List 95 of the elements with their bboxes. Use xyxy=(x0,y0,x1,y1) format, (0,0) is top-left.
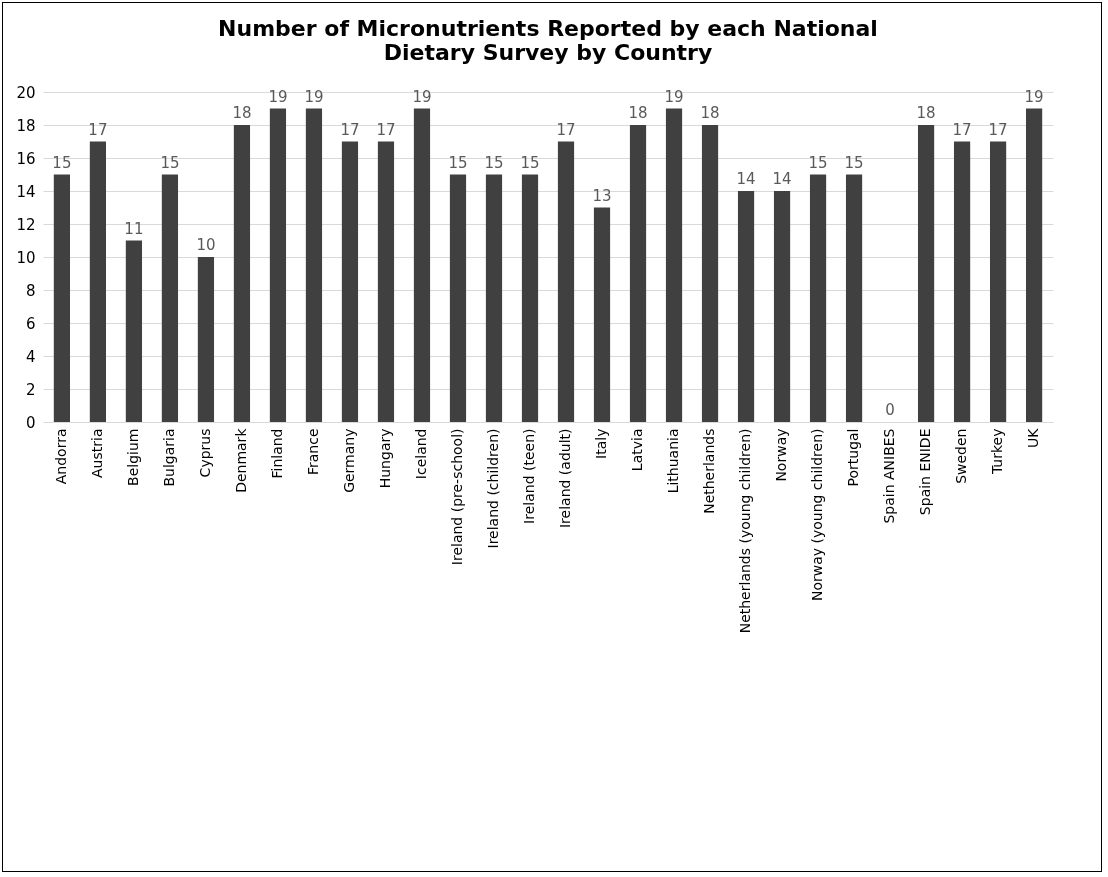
bar xyxy=(737,191,755,422)
x-tick-label: Austria xyxy=(88,428,105,478)
bar xyxy=(953,141,971,422)
x-tick-label: Spain ANIBES xyxy=(881,428,898,524)
data-label: 17 xyxy=(988,120,1008,139)
data-label: 17 xyxy=(340,120,360,139)
x-tick-label: Ireland (children) xyxy=(484,428,501,549)
x-tick-label: Spain ENIDE xyxy=(917,428,934,516)
data-label: 0 xyxy=(885,401,895,419)
y-tick-label: 12 xyxy=(16,215,36,234)
x-tick-label: France xyxy=(304,428,321,476)
data-label: 19 xyxy=(412,87,432,106)
data-label: 15 xyxy=(844,153,864,172)
x-tick-label: Finland xyxy=(268,428,285,479)
data-label: 14 xyxy=(772,170,792,188)
data-label: 17 xyxy=(556,120,576,139)
bar xyxy=(413,108,431,422)
x-tick-label: Portugal xyxy=(845,428,862,487)
bar xyxy=(449,174,467,422)
bar xyxy=(773,191,791,422)
data-label: 17 xyxy=(952,120,972,139)
y-tick-label: 20 xyxy=(16,83,36,102)
y-tick-label: 10 xyxy=(16,248,36,267)
data-label: 10 xyxy=(196,236,216,254)
y-tick-label: 2 xyxy=(25,380,36,399)
x-tick-label: Iceland xyxy=(412,428,429,480)
y-tick-label: 14 xyxy=(16,182,36,201)
bar xyxy=(305,108,323,422)
data-label: 14 xyxy=(736,170,756,188)
chart-title: Number of Micronutrients Reported by each National Dietary Survey by Country xyxy=(218,16,878,65)
data-label: 11 xyxy=(124,219,144,238)
x-tick-label: Andorra xyxy=(52,428,69,485)
x-tick-label: Cyprus xyxy=(196,428,213,478)
x-tick-label: Latvia xyxy=(629,428,646,472)
bar xyxy=(485,174,503,422)
y-tick-label: 18 xyxy=(16,116,36,135)
x-tick-label: Netherlands (young children) xyxy=(737,428,754,634)
y-tick-label: 6 xyxy=(25,314,36,333)
data-label: 18 xyxy=(700,104,720,122)
bar xyxy=(89,141,107,422)
x-tick-label: Netherlands xyxy=(701,428,718,514)
x-tick-label: Germany xyxy=(340,428,357,493)
data-label: 13 xyxy=(592,186,612,205)
x-tick-label: Norway (young children) xyxy=(809,428,826,602)
data-label: 15 xyxy=(520,153,540,172)
data-label: 19 xyxy=(268,87,288,106)
x-tick-label: Ireland (teen) xyxy=(521,428,537,524)
data-label: 15 xyxy=(484,153,504,172)
x-tick-label: UK xyxy=(1025,427,1042,448)
bar xyxy=(809,174,827,422)
bar xyxy=(917,125,935,422)
x-tick-label: Hungary xyxy=(376,428,393,489)
data-label: 15 xyxy=(448,153,468,172)
y-tick-label: 0 xyxy=(25,413,36,432)
x-tick-label: Italy xyxy=(593,428,610,459)
bar xyxy=(269,108,287,422)
bar xyxy=(845,174,863,422)
x-tick-label: Turkey xyxy=(989,428,1006,476)
bar xyxy=(989,141,1007,422)
bar xyxy=(161,174,179,422)
x-tick-label: Bulgaria xyxy=(160,428,177,487)
x-tick-label: Sweden xyxy=(953,428,970,484)
bar xyxy=(557,141,575,422)
data-label: 15 xyxy=(808,153,828,172)
y-tick-label: 4 xyxy=(25,347,36,366)
bar xyxy=(377,141,395,422)
x-tick-label: Ireland (adult) xyxy=(557,428,573,529)
bar xyxy=(629,125,647,422)
data-label: 15 xyxy=(160,153,180,172)
x-tick-label: Norway xyxy=(773,428,790,482)
bar xyxy=(701,125,719,422)
data-label: 19 xyxy=(664,87,684,106)
bar xyxy=(521,174,539,422)
y-tick-label: 16 xyxy=(16,149,36,168)
data-label: 17 xyxy=(88,120,108,139)
y-tick-label: 8 xyxy=(25,281,36,300)
data-label: 17 xyxy=(376,120,396,139)
data-label: 18 xyxy=(232,104,252,122)
bar xyxy=(665,108,683,422)
bar xyxy=(593,207,611,422)
bar xyxy=(197,257,215,422)
x-tick-label: Belgium xyxy=(124,428,141,486)
data-label: 18 xyxy=(628,104,648,122)
bar xyxy=(125,240,143,422)
bar xyxy=(1025,108,1043,422)
bar xyxy=(341,141,359,422)
data-label: 19 xyxy=(1024,87,1044,106)
bar xyxy=(233,125,251,422)
x-tick-label: Ireland (pre-school) xyxy=(448,428,465,566)
data-label: 15 xyxy=(52,153,72,172)
x-tick-label: Lithuania xyxy=(665,428,682,494)
data-label: 19 xyxy=(304,87,324,106)
x-tick-label: Denmark xyxy=(232,427,249,493)
bar xyxy=(53,174,71,422)
data-label: 18 xyxy=(916,104,936,122)
